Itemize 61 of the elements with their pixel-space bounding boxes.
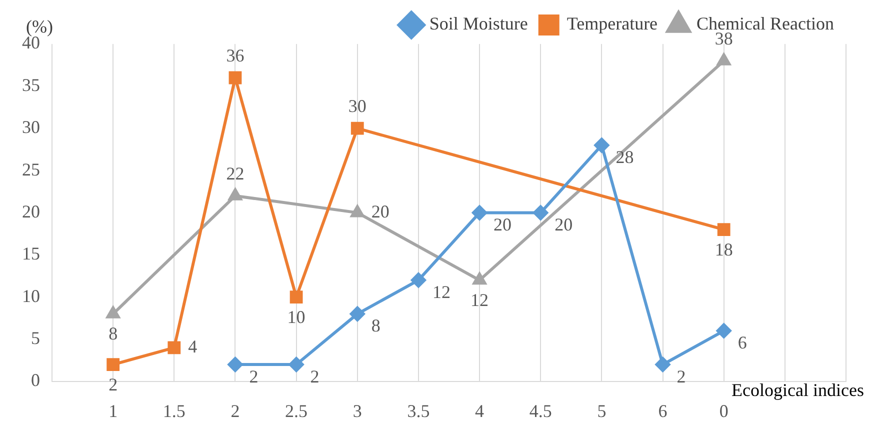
point [228, 357, 243, 372]
x-axis-title: Ecological indices [732, 380, 864, 400]
point [228, 188, 242, 200]
data-label: 28 [616, 146, 634, 167]
legend-label: Soil Moisture [429, 14, 528, 34]
point [717, 223, 730, 236]
data-label: 2 [676, 366, 686, 386]
x-tick-label: 6 [658, 400, 668, 421]
y-tick-label: 15 [22, 244, 40, 264]
y-tick-label: 0 [31, 370, 40, 390]
x-tick-label: 1 [108, 400, 118, 421]
point [716, 323, 732, 338]
y-tick-label: 20 [22, 201, 40, 222]
data-label: 10 [287, 306, 306, 327]
y-tick-label: 35 [22, 74, 40, 95]
x-tick-label: 2 [230, 400, 240, 421]
x-tick-label: 4 [475, 400, 484, 421]
x-tick-label: 1.5 [162, 400, 186, 421]
point [655, 357, 670, 372]
x-tick-label: 4.5 [529, 400, 552, 421]
x-tick-label: 5 [597, 400, 606, 421]
point [228, 71, 242, 84]
data-label: 8 [371, 316, 380, 336]
point [350, 306, 365, 322]
y-axis-title: (%) [26, 16, 53, 37]
y-tick-label: 5 [31, 328, 40, 348]
x-tick-label: 2.5 [285, 400, 308, 421]
legend-label: Temperature [566, 14, 658, 34]
data-label: 22 [226, 164, 244, 184]
point [288, 357, 304, 372]
data-label: 2 [108, 374, 118, 394]
data-label: 20 [371, 201, 390, 222]
y-tick-label: 25 [22, 159, 40, 180]
x-tick-label: 3 [352, 400, 362, 421]
point [290, 290, 303, 304]
point [350, 205, 364, 218]
data-label: 20 [554, 214, 573, 234]
point [472, 272, 486, 285]
data-label: 4 [188, 336, 198, 356]
data-label: 8 [108, 324, 118, 344]
data-label: 12 [470, 290, 489, 310]
data-label: 12 [432, 282, 450, 302]
point [594, 138, 610, 153]
point [350, 122, 364, 135]
data-label: 36 [226, 45, 244, 66]
point [168, 341, 181, 354]
x-tick-label: 0 [719, 400, 728, 421]
data-label: 18 [714, 239, 733, 260]
x-tick-label: 3.5 [407, 400, 430, 421]
point [106, 358, 120, 371]
point [533, 205, 548, 220]
data-label: 2 [249, 366, 258, 386]
y-tick-label: 10 [22, 286, 40, 306]
y-tick-label: 30 [22, 117, 40, 138]
data-label: 6 [738, 332, 747, 353]
point [717, 53, 731, 66]
data-label: 2 [310, 366, 320, 386]
data-label: 20 [494, 214, 512, 234]
data-label: 30 [348, 96, 366, 116]
point [472, 205, 488, 220]
point [410, 272, 426, 288]
